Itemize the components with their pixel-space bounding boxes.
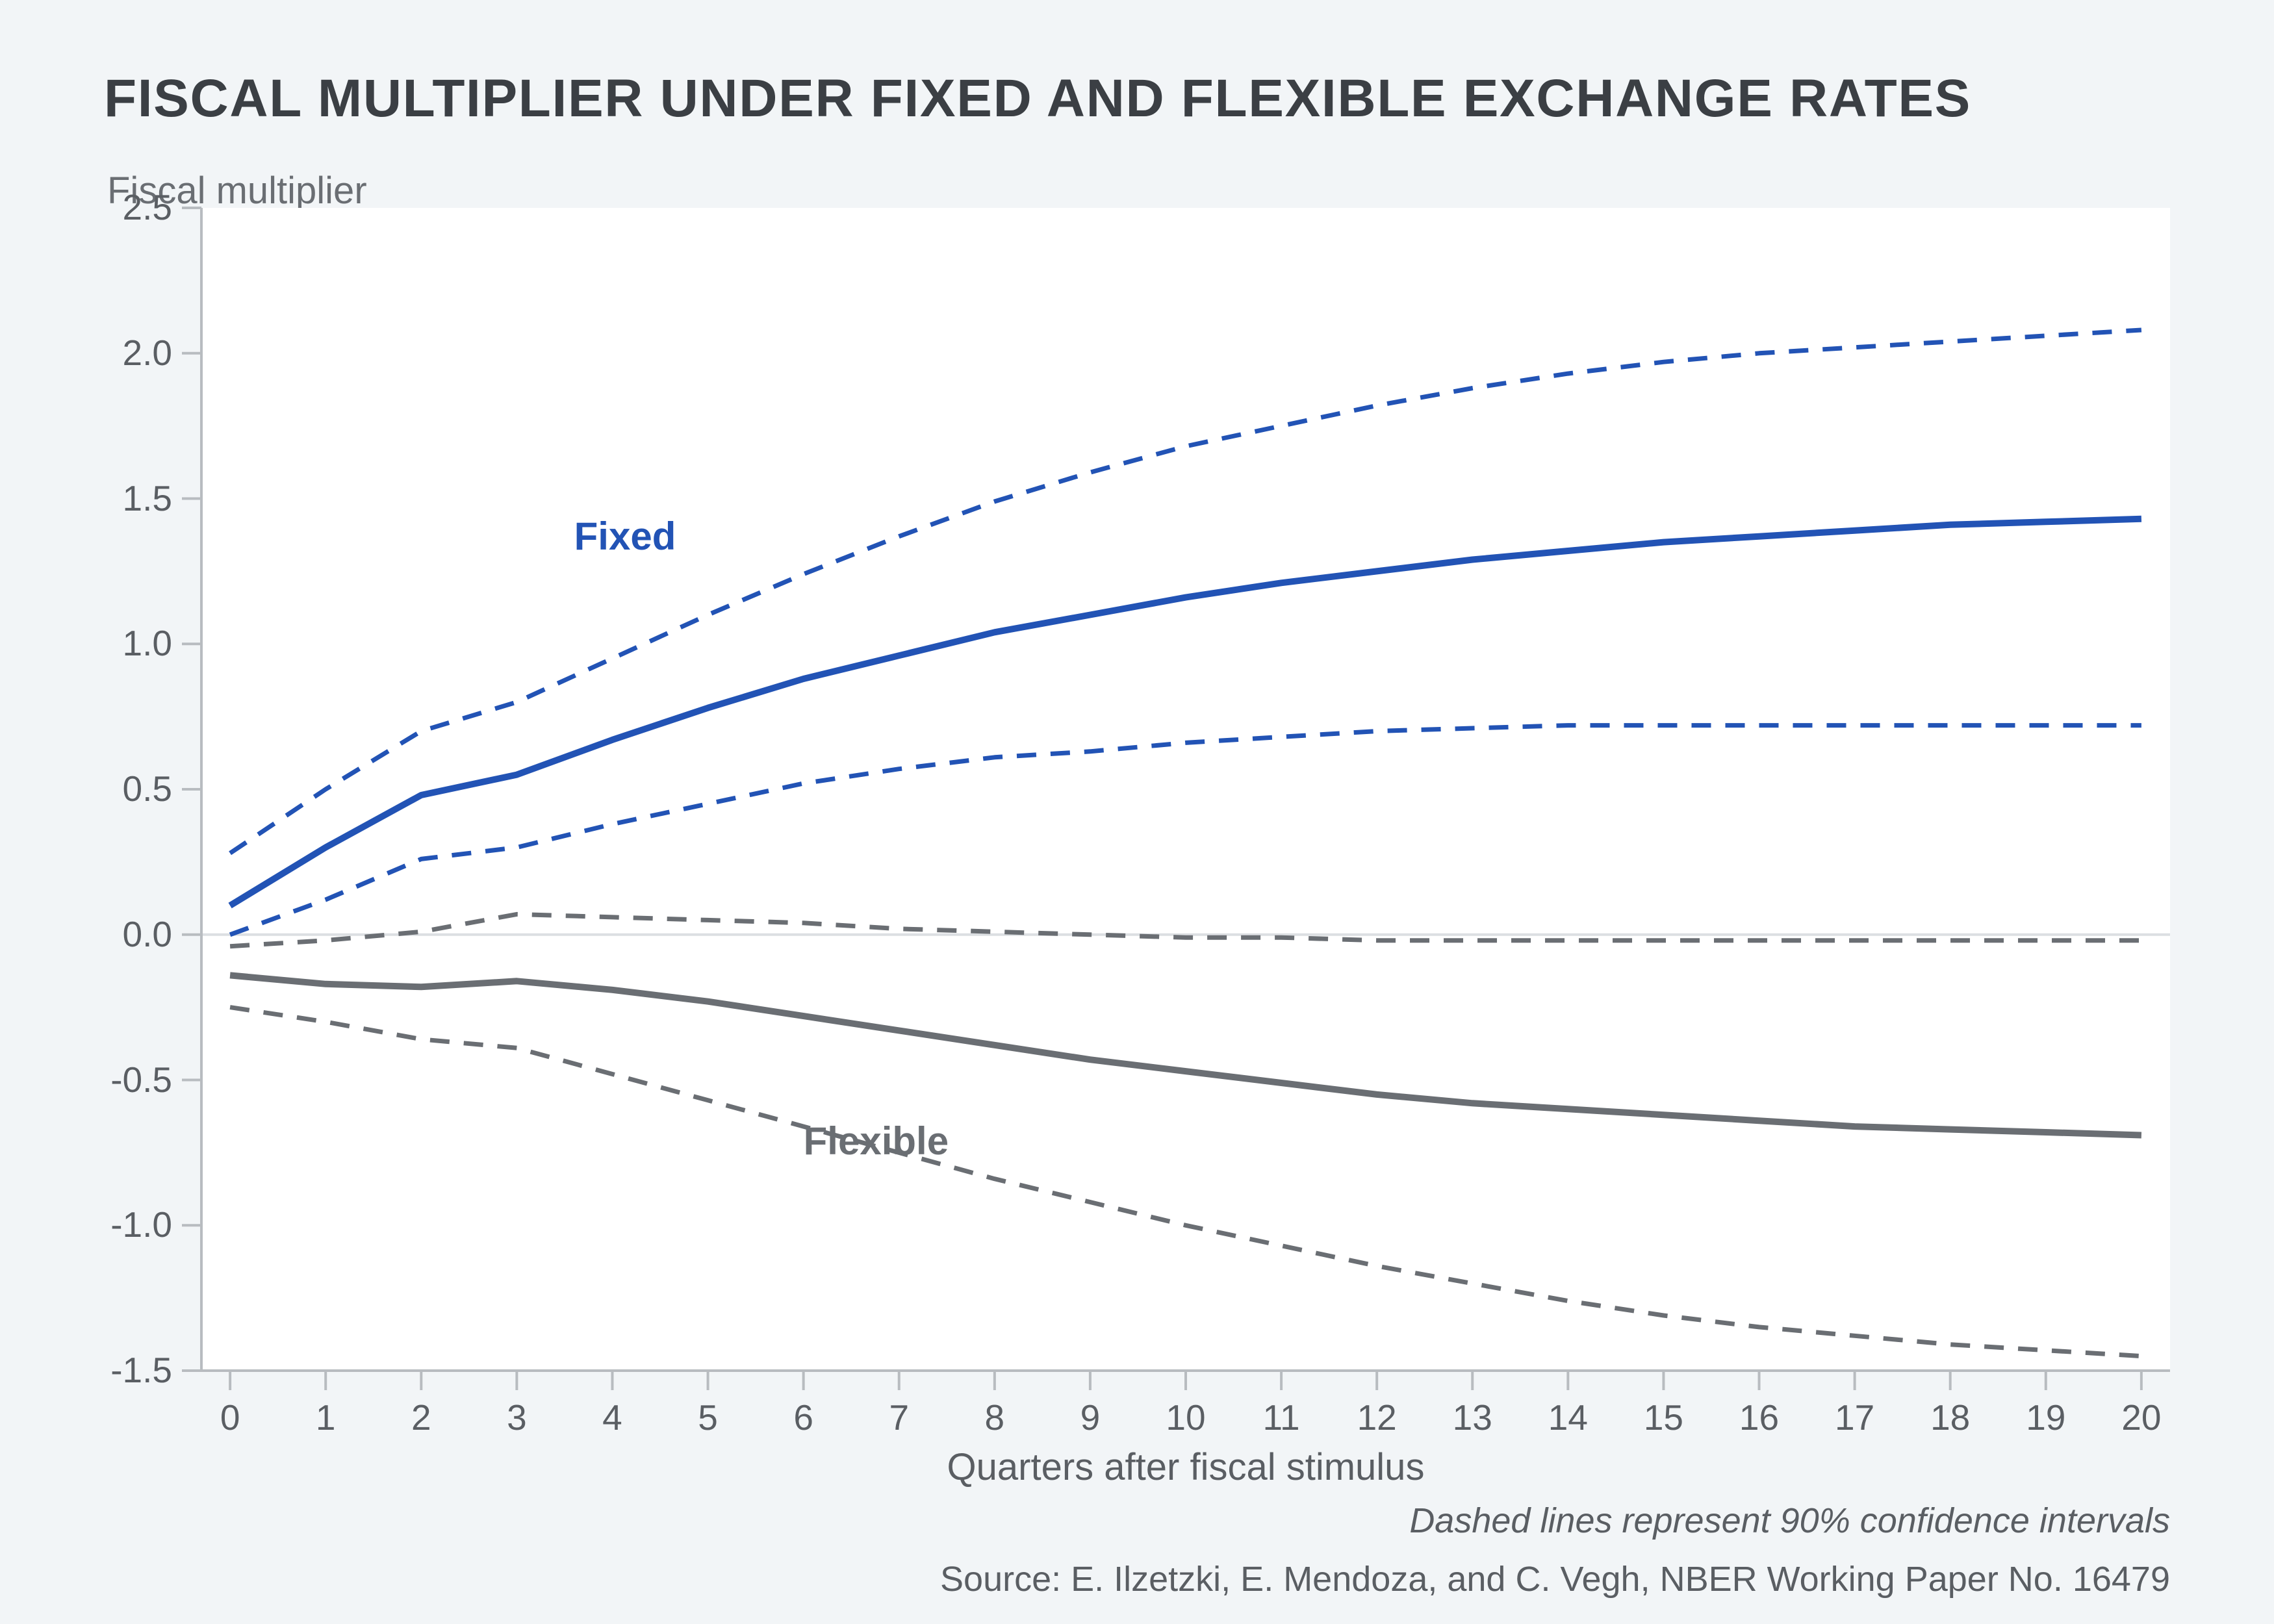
plot-area [201, 208, 2170, 1371]
y-tick-label: 2.0 [123, 332, 172, 374]
x-tick-label: 3 [507, 1397, 527, 1438]
x-tick-label: 7 [889, 1397, 909, 1438]
y-tick-label: -1.5 [110, 1349, 172, 1391]
chart-svg [201, 208, 2170, 1371]
series-label-fixed: Fixed [574, 514, 676, 559]
x-axis-title: Quarters after fiscal stimulus [947, 1445, 1425, 1489]
x-tick-label: 10 [1166, 1397, 1205, 1438]
y-tick-label: 0.0 [123, 913, 172, 955]
x-tick-label: 5 [698, 1397, 718, 1438]
x-tick-label: 12 [1357, 1397, 1397, 1438]
y-tick-label: -1.0 [110, 1204, 172, 1245]
chart-title: FISCAL MULTIPLIER UNDER FIXED AND FLEXIB… [104, 68, 1971, 129]
x-tick-label: 8 [985, 1397, 1005, 1438]
x-tick-label: 11 [1263, 1397, 1300, 1438]
x-tick-label: 20 [2121, 1397, 2161, 1438]
y-tick-label: 1.0 [123, 622, 172, 664]
x-tick-label: 15 [1644, 1397, 1683, 1438]
x-tick-label: 18 [1930, 1397, 1970, 1438]
y-tick-label: 0.5 [123, 768, 172, 809]
x-tick-label: 1 [316, 1397, 336, 1438]
caption-text: Dashed lines represent 90% confidence in… [1409, 1501, 2170, 1541]
y-tick-label: -0.5 [110, 1059, 172, 1100]
x-tick-label: 17 [1835, 1397, 1874, 1438]
y-tick-label: 2.5 [123, 186, 172, 228]
x-tick-label: 9 [1080, 1397, 1101, 1438]
x-tick-label: 2 [411, 1397, 431, 1438]
x-tick-label: 13 [1453, 1397, 1492, 1438]
x-tick-label: 6 [793, 1397, 813, 1438]
series-label-flexible: Flexible [804, 1119, 949, 1163]
source-text: Source: E. Ilzetzki, E. Mendoza, and C. … [940, 1559, 2170, 1599]
y-tick-label: 1.5 [123, 477, 172, 519]
x-tick-label: 4 [602, 1397, 622, 1438]
x-tick-label: 0 [220, 1397, 240, 1438]
x-tick-label: 19 [2026, 1397, 2065, 1438]
x-tick-label: 14 [1548, 1397, 1588, 1438]
figure-container: FISCAL MULTIPLIER UNDER FIXED AND FLEXIB… [0, 0, 2274, 1624]
x-tick-label: 16 [1739, 1397, 1779, 1438]
